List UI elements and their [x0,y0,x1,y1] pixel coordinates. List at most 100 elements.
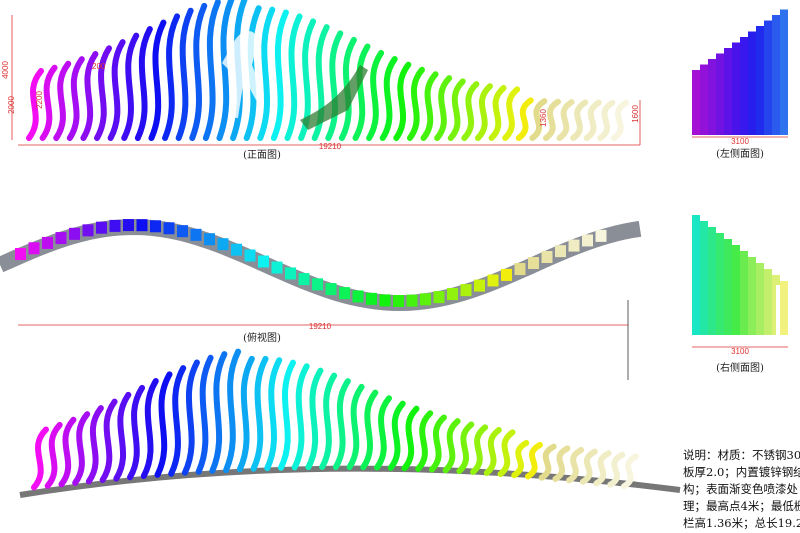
slat [556,99,575,141]
side-block [772,15,780,135]
slat [264,357,283,472]
slat [311,24,330,141]
note-line: 板厚2.0；内置镀锌钢结 [683,465,800,479]
slat [168,365,187,477]
slat [352,43,371,141]
player-silhouette [222,30,264,119]
top-slat [487,274,499,287]
slat [621,453,639,490]
side-block [700,64,708,135]
slat [189,2,208,141]
top-band [0,219,642,312]
side-slat [776,285,780,335]
note-line: 说明：材质：不锈钢304； [683,448,800,462]
slat [223,348,242,474]
side-block [748,31,756,135]
slat [428,414,447,473]
slat [44,421,63,489]
side-block [732,245,740,335]
top-slat [217,238,229,251]
slat [434,75,453,141]
slat [284,13,303,141]
slat [474,83,493,141]
view-caption: (右侧面图) [716,361,764,374]
note-line: 构；表面渐变色喷漆处 [683,482,798,496]
slat [58,416,77,488]
slat [66,56,85,141]
slat [488,85,507,141]
side-block [756,26,764,135]
side-block [780,9,788,135]
slat [148,19,167,141]
slat [291,363,310,471]
slat [593,450,612,487]
slat [127,384,146,481]
slat [270,9,289,141]
top-slat [82,224,94,237]
side-block [716,53,724,135]
side-block [692,70,700,135]
slat [515,97,534,141]
side-block [764,20,772,135]
top-slat [298,273,310,286]
view-caption: (正面图) [243,149,281,161]
slat [538,443,557,481]
slat [195,354,214,475]
dim-label: 19210 [309,322,332,331]
top-slat [514,263,526,276]
top-slat [190,228,202,241]
slat [611,99,629,141]
top-slat [555,245,566,258]
view-caption: (左侧面图) [716,147,764,160]
dim-label: 3100 [731,137,749,146]
top-slat [258,255,269,268]
notes: 说明：材质：不锈钢304； 板厚2.0；内置镀锌钢结构；表面渐变色喷漆处理；最高点… [683,448,800,530]
slat [483,427,502,476]
slat [570,99,589,141]
dim-label: 2200 [35,91,44,109]
slat [162,13,181,141]
slat [216,0,235,141]
slat [447,78,466,141]
slat [325,30,344,141]
slat [277,359,296,471]
slat [583,99,602,141]
top-slat [501,268,512,281]
player-silhouette [300,65,368,130]
top-slat [244,249,256,262]
top-slat [460,284,472,297]
slat [94,45,113,141]
slat [566,447,585,484]
side-block [764,269,772,335]
slat [72,411,91,486]
slat [250,355,269,472]
slat [406,66,425,141]
note-line: 栏高1.36米；总长19.21 [683,516,800,530]
slat [181,359,200,476]
slat [360,389,379,471]
slat [542,98,561,141]
slat [379,56,398,141]
top-slat [339,287,350,300]
slat [346,383,365,471]
slat [387,400,406,471]
top-slat [123,219,134,232]
top-slat [42,236,53,249]
side-block [708,227,716,335]
slat [257,6,276,141]
dim-label: 200 [92,62,106,71]
dim-label: 4000 [1,61,10,79]
side-block [692,215,700,335]
slat [236,355,255,473]
view-caption: (俯视图) [243,331,281,344]
slat [502,86,521,141]
slat [154,371,173,478]
slat [579,448,598,485]
top-slat [177,225,188,238]
slat [597,99,616,141]
dim-label: 19210 [319,142,342,151]
slat [305,367,324,471]
slat [420,71,439,141]
slat [366,49,385,141]
top-slat [231,243,242,256]
